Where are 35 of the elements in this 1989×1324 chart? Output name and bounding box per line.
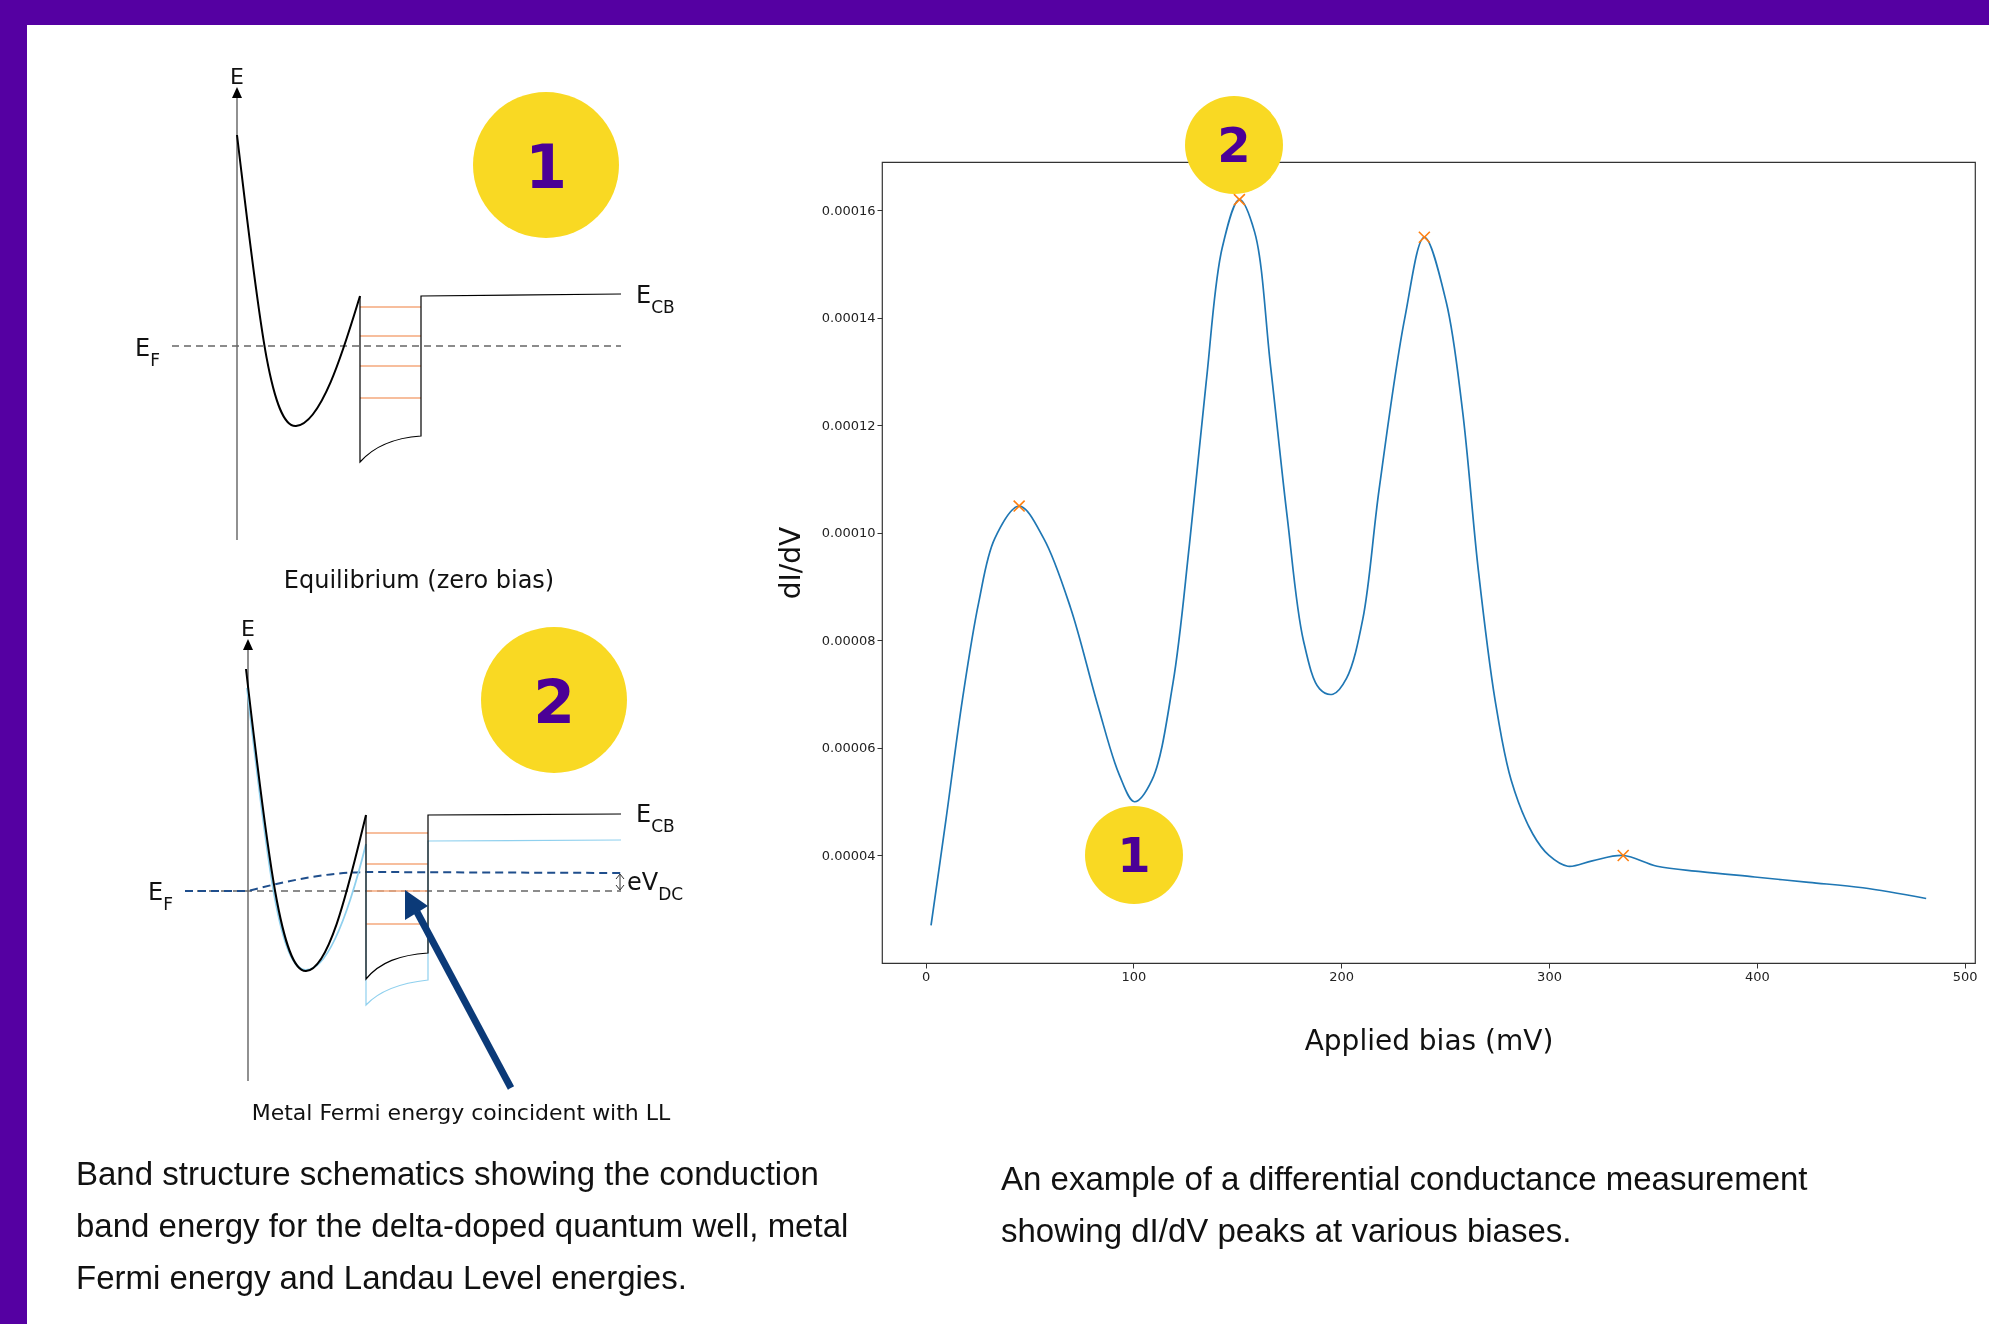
text: eV$_{DC}$ [627, 868, 684, 904]
x-tick-label: 100 [1121, 968, 1147, 984]
y-tick-label: 0.00012 [821, 417, 876, 433]
x-tick-label: 300 [1537, 968, 1562, 984]
text: E$_{CB}$ [636, 800, 675, 836]
text: E$_{F}$ [148, 878, 173, 914]
y-tick-label: 0.00004 [821, 847, 876, 863]
point [1233, 193, 1246, 206]
text: An example of a differential conductance measurement showing dI/dV peaks at various biases. [1001, 1159, 1809, 1251]
annotation: 2 [1216, 116, 1252, 175]
y-tick-label: 0.00014 [821, 310, 876, 326]
text: 1 [525, 132, 567, 202]
point [1418, 230, 1431, 244]
y-tick-label: 0.00010 [821, 525, 876, 541]
point [1616, 849, 1630, 862]
text: E [241, 616, 255, 641]
x-tick-label: 500 [1952, 968, 1978, 984]
text: Metal Fermi energy coincident with LL [251, 1100, 672, 1125]
y-tick-label: 0.00008 [821, 632, 876, 648]
annotation: 1 [1116, 826, 1152, 885]
text: Equilibrium (zero bias) [283, 566, 555, 594]
text: E$_{CB}$ [636, 281, 675, 317]
x-tick-label: 400 [1744, 968, 1770, 984]
x-axis-title: Applied bias (mV) [1304, 1023, 1554, 1057]
y-tick-label: 0.00016 [821, 202, 876, 218]
text: Band structure schematics showing the conduction band energy for the delta-doped quantum well, metal Fermi energy and Landau Level energies. [76, 1154, 850, 1298]
point [1012, 499, 1026, 513]
x-tick-label: 0 [922, 968, 931, 984]
text: E [230, 64, 244, 89]
y-axis-title: dI/dV [773, 526, 807, 600]
line-series [930, 198, 1928, 927]
x-tick-label: 200 [1329, 968, 1355, 984]
y-tick-label: 0.00006 [821, 740, 876, 756]
text: E$_{F}$ [135, 334, 160, 370]
text: 2 [533, 667, 575, 737]
